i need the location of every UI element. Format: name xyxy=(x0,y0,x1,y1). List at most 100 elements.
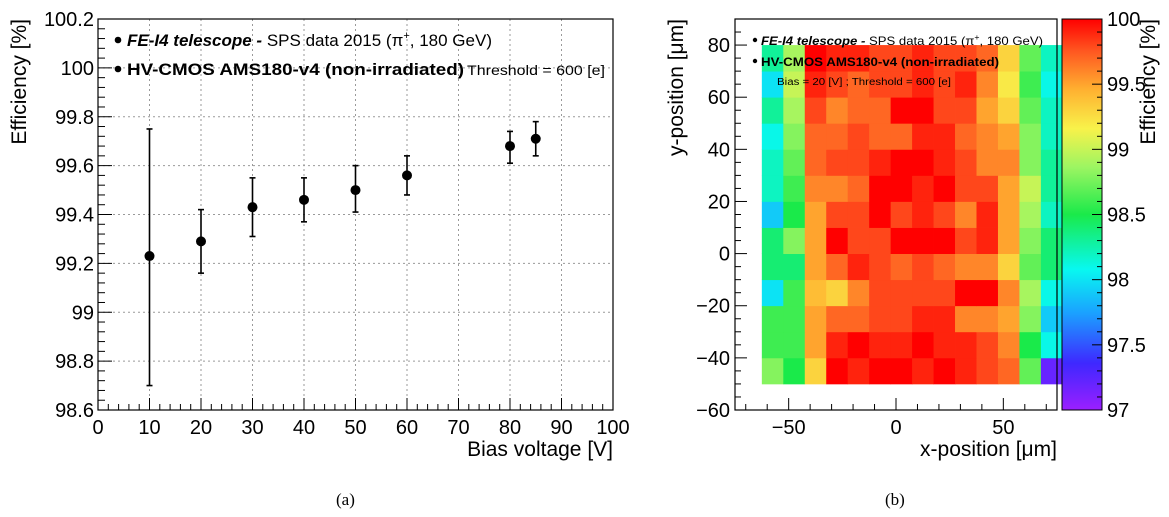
heatmap-cell xyxy=(847,227,870,254)
chart-a-grid xyxy=(98,19,613,410)
heatmap-cell xyxy=(847,279,870,307)
heatmap-cell xyxy=(869,279,892,307)
heatmap-cell xyxy=(1040,71,1063,98)
heatmap-cell xyxy=(847,123,870,150)
heatmap-cell xyxy=(933,253,956,281)
heatmap-cell xyxy=(826,279,849,307)
heatmap-cell xyxy=(804,71,827,98)
data-point xyxy=(299,194,309,205)
heatmap-cell xyxy=(1040,305,1063,333)
heatmap-cell xyxy=(804,175,827,202)
heatmap-cell xyxy=(997,123,1020,150)
heatmap-cell xyxy=(761,253,784,281)
y-tick-label: 99 xyxy=(72,302,94,324)
heatmap-cell xyxy=(976,97,999,124)
chart-b-legend: FE-I4 telescope - SPS data 2015 (π +, 180… xyxy=(752,33,1043,88)
heatmap-cell xyxy=(997,175,1020,202)
heatmap-cell xyxy=(826,71,849,98)
chart-b-cells xyxy=(761,45,1063,385)
y-tick-label: 60 xyxy=(708,87,730,109)
heatmap-cell xyxy=(783,227,806,254)
heatmap-cell xyxy=(933,227,956,254)
heatmap-cell xyxy=(761,227,784,254)
x-tick-label: 20 xyxy=(190,417,212,439)
y-tick-label: 100 xyxy=(61,58,94,80)
heatmap-cell xyxy=(804,253,827,281)
chart-a-ticks: 0 10 20 30 40 50 60 70 80 90 100 98.6 98.8 99 99.2 99.4… xyxy=(44,9,630,439)
heatmap-cell xyxy=(761,305,784,333)
heatmap-cell xyxy=(912,71,934,98)
heatmap-cell xyxy=(783,175,806,202)
heatmap-cell xyxy=(912,331,934,359)
heatmap-cell xyxy=(804,201,827,228)
heatmap-cell xyxy=(933,357,956,385)
chart-a-points xyxy=(144,120,541,387)
heatmap-cell xyxy=(869,45,892,72)
heatmap-cell xyxy=(847,253,870,281)
heatmap-cell xyxy=(847,97,870,124)
heatmap-cell xyxy=(847,71,870,98)
heatmap-cell xyxy=(1019,227,1042,254)
data-point xyxy=(350,185,361,196)
subcaption-b: (b) xyxy=(885,490,905,509)
heatmap-cell xyxy=(826,149,849,176)
heatmap-cell xyxy=(761,357,784,385)
heatmap-cell xyxy=(890,71,913,98)
heatmap-cell xyxy=(1040,201,1063,228)
y-tick-label: 99.6 xyxy=(55,156,94,178)
data-point xyxy=(530,133,541,144)
heatmap-cell xyxy=(1019,357,1042,385)
heatmap-cell xyxy=(976,357,999,385)
heatmap-cell xyxy=(955,357,977,385)
heatmap-cell xyxy=(976,149,999,176)
heatmap-cell xyxy=(1019,123,1042,150)
heatmap-cell xyxy=(1040,45,1063,72)
heatmap-cell xyxy=(933,201,956,228)
heatmap-cell xyxy=(933,305,956,333)
x-tick-label: 50 xyxy=(344,417,366,439)
heatmap-cell xyxy=(890,357,913,385)
colorbar-tick-label: 99 xyxy=(1107,139,1129,161)
heatmap-cell xyxy=(1040,149,1063,176)
heatmap-cell xyxy=(933,45,956,72)
legend-marker xyxy=(114,65,122,73)
heatmap-cell xyxy=(783,71,806,98)
y-tick-label: 99.8 xyxy=(55,107,94,129)
x-tick-label: 60 xyxy=(396,417,418,439)
heatmap-cell xyxy=(997,357,1020,385)
chart-b-y-axis-label: y-position [μm] xyxy=(665,19,688,156)
heatmap-cell xyxy=(826,357,849,385)
y-tick-label: 99.2 xyxy=(55,253,94,275)
heatmap-cell xyxy=(804,305,827,333)
heatmap-cell xyxy=(933,279,956,307)
heatmap-cell xyxy=(955,331,977,359)
heatmap-cell xyxy=(997,305,1020,333)
data-point xyxy=(144,251,155,262)
heatmap-cell xyxy=(912,201,934,228)
heatmap-cell xyxy=(869,123,892,150)
heatmap-cell xyxy=(1040,357,1063,385)
heatmap-cell xyxy=(783,331,806,359)
heatmap-cell xyxy=(997,279,1020,307)
heatmap-cell xyxy=(804,357,827,385)
y-tick-label: −40 xyxy=(696,348,730,370)
heatmap-cell xyxy=(826,331,849,359)
heatmap-cell xyxy=(826,175,849,202)
heatmap-cell xyxy=(1040,253,1063,281)
heatmap-cell xyxy=(804,97,827,124)
heatmap-cell xyxy=(826,123,849,150)
heatmap-cell xyxy=(761,175,784,202)
heatmap-cell xyxy=(912,149,934,176)
x-tick-label: 30 xyxy=(241,417,263,439)
efficiency-vs-bias-chart: 0 10 20 30 40 50 60 70 80 90 100 98.6 98.8 99 99.2 99.4… xyxy=(8,9,630,461)
heatmap-cell xyxy=(997,227,1020,254)
chart-b-colorbar-ticks: 97 97.5 98 98.5 99 99.5 100 xyxy=(1092,9,1146,422)
x-tick-label: 80 xyxy=(499,417,521,439)
legend-marker xyxy=(752,37,758,43)
heatmap-cell xyxy=(1040,227,1063,254)
x-tick-label: 100 xyxy=(596,417,629,439)
x-tick-label: 50 xyxy=(992,417,1014,439)
heatmap-cell xyxy=(1019,331,1042,359)
efficiency-map-chart: −50 0 50 −60 −40 −20 0 20 40 60 80 x-position [μm]… xyxy=(665,9,1160,461)
heatmap-cell xyxy=(933,175,956,202)
